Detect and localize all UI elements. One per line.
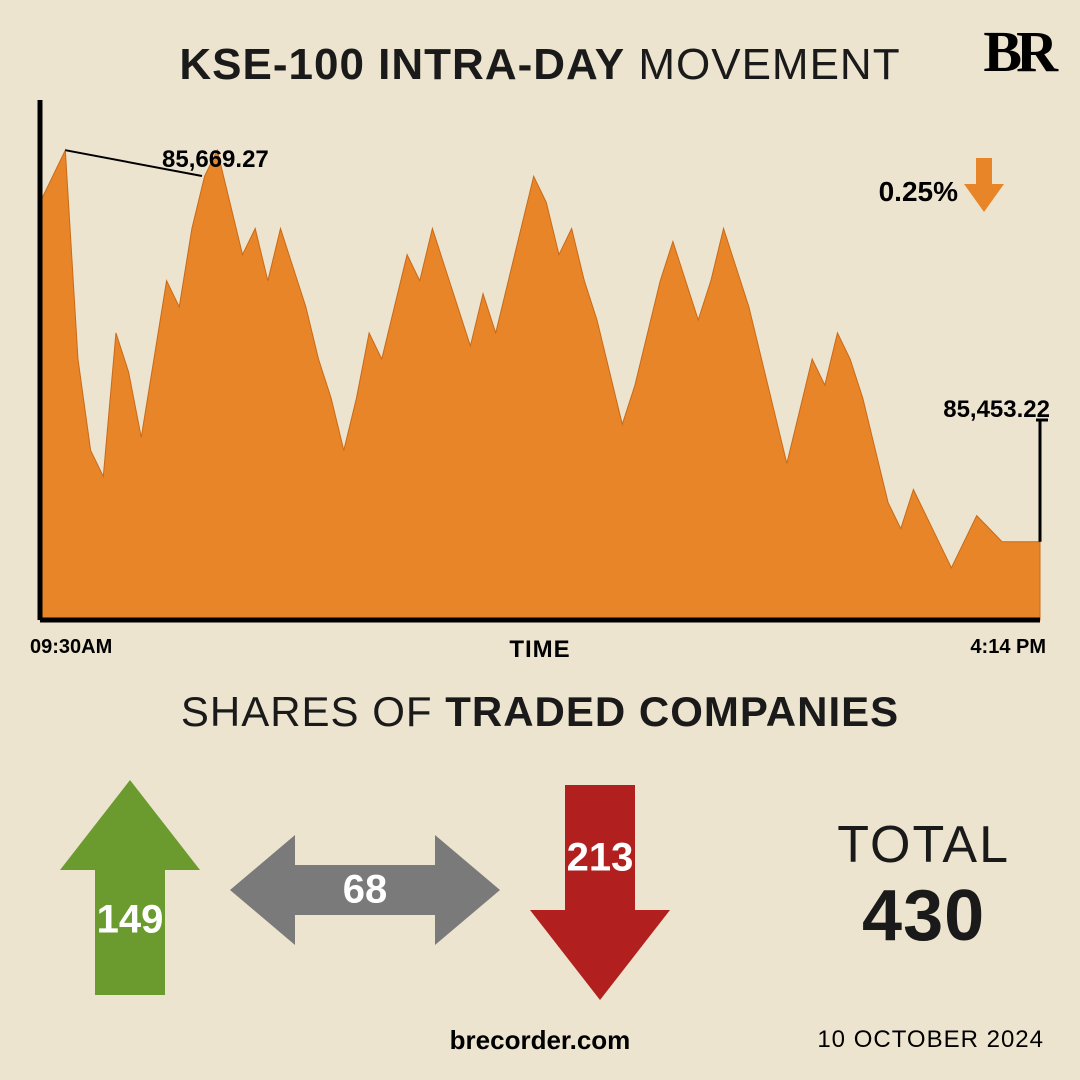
- total-label: TOTAL: [837, 815, 1010, 875]
- x-end-label: 4:14 PM: [970, 636, 1046, 659]
- page-title: KSE-100 INTRA-DAY MOVEMENT: [0, 40, 1080, 90]
- traded-arrows-row: 149 68 213: [40, 750, 700, 1010]
- change-pct-label: 0.25%: [879, 176, 958, 208]
- change-arrow-down-icon: [962, 156, 1006, 214]
- peak-value-label: 85,669.27: [162, 146, 269, 174]
- svg-text:68: 68: [343, 868, 388, 912]
- x-axis-title: TIME: [0, 636, 1080, 664]
- close-value-label: 85,453.22: [943, 396, 1050, 424]
- traded-title-light: SHARES OF: [181, 688, 433, 735]
- traded-companies-title: SHARES OF TRADED COMPANIES: [0, 688, 1080, 736]
- change-pct-text: 0.25%: [879, 176, 958, 207]
- total-value: 430: [837, 875, 1010, 957]
- total-block: TOTAL 430: [837, 815, 1010, 957]
- footer-date: 10 OCTOBER 2024: [817, 1026, 1044, 1054]
- intraday-chart: 85,669.27 0.25% 85,453.22: [32, 98, 1048, 628]
- svg-text:149: 149: [97, 898, 164, 942]
- title-bold: KSE-100 INTRA-DAY: [179, 40, 625, 89]
- traded-arrows-svg: 149 68 213: [40, 750, 700, 1010]
- title-light: MOVEMENT: [638, 40, 900, 89]
- svg-text:213: 213: [567, 836, 634, 880]
- traded-title-bold: TRADED COMPANIES: [445, 688, 899, 735]
